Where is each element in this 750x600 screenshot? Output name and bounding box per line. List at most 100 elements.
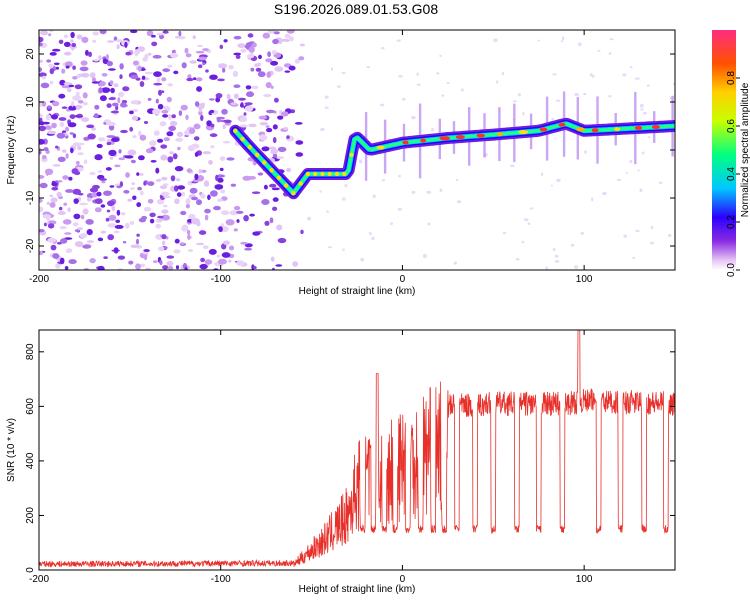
noise-blob: [366, 66, 371, 69]
y-tick-label: 200: [25, 507, 36, 524]
noise-blob: [101, 87, 111, 93]
noise-blob: [161, 176, 168, 181]
noise-blob: [238, 97, 246, 101]
noise-blob: [175, 137, 183, 142]
noise-blob: [202, 48, 210, 52]
noise-blob: [48, 63, 54, 69]
noise-blob: [416, 72, 419, 77]
noise-blob: [76, 34, 83, 40]
noise-blob: [72, 95, 82, 101]
ridge-hotspot: [455, 135, 465, 140]
noise-blob: [240, 241, 249, 245]
noise-blob: [145, 267, 151, 270]
noise-blob: [247, 33, 254, 38]
noise-blob: [170, 52, 179, 59]
noise-blob: [72, 133, 77, 139]
noise-blob: [87, 133, 96, 140]
noise-blob: [156, 32, 163, 36]
noise-blob: [79, 66, 89, 72]
noise-blob: [129, 110, 134, 115]
noise-blob: [202, 151, 211, 155]
noise-blob: [134, 49, 141, 55]
ridge-bead: [283, 183, 289, 188]
noise-blob: [40, 82, 50, 89]
noise-blob: [244, 247, 253, 251]
noise-blob: [49, 30, 54, 33]
noise-blob: [108, 97, 115, 101]
noise-blob: [196, 242, 205, 246]
noise-blob: [185, 53, 192, 58]
noise-blob: [93, 59, 99, 62]
noise-blob: [109, 185, 115, 188]
noise-blob: [277, 40, 283, 44]
noise-blob: [284, 33, 291, 39]
ridge-bead: [327, 171, 332, 177]
noise-blob: [153, 260, 158, 263]
noise-blob: [39, 59, 44, 64]
noise-blob: [153, 71, 162, 77]
noise-blob: [181, 224, 189, 231]
noise-blob: [181, 191, 186, 197]
noise-blob: [269, 217, 274, 224]
noise-blob: [295, 140, 304, 145]
noise-blob: [187, 74, 192, 79]
noise-blob: [398, 174, 401, 178]
noise-blob: [147, 181, 155, 187]
noise-blob: [623, 234, 628, 238]
noise-blob: [129, 221, 135, 225]
noise-blob: [49, 68, 54, 75]
noise-blob: [119, 181, 123, 188]
y-tick-label: -20: [25, 238, 36, 253]
noise-blob: [186, 229, 191, 235]
noise-blob: [114, 224, 124, 229]
noise-blob: [249, 213, 255, 217]
noise-blob: [236, 210, 244, 214]
noise-blob: [261, 146, 270, 152]
noise-blob: [117, 97, 121, 104]
noise-blob: [103, 256, 108, 259]
noise-blob: [123, 190, 130, 194]
noise-blob: [65, 248, 73, 253]
noise-blob: [187, 249, 194, 252]
noise-blob: [99, 30, 107, 35]
ridge-hotspot: [539, 127, 548, 132]
noise-blob: [98, 87, 103, 94]
noise-blob: [156, 178, 162, 182]
noise-blob: [39, 42, 43, 47]
colorbar-tick-label: 0.0: [726, 263, 737, 277]
noise-blob: [124, 41, 128, 48]
noise-blob: [119, 63, 124, 70]
noise-blob: [210, 145, 215, 149]
noise-blob: [107, 40, 115, 43]
noise-blob: [228, 259, 232, 263]
noise-blob: [67, 122, 77, 128]
noise-blob: [274, 66, 284, 72]
noise-blob: [88, 51, 92, 57]
noise-blob: [56, 132, 66, 139]
noise-blob: [160, 144, 168, 149]
noise-blob: [219, 44, 223, 50]
top-y-axis: -20 -10 0 10 20: [25, 48, 675, 253]
noise-blob: [277, 237, 287, 244]
noise-blob: [61, 106, 68, 109]
noise-blob: [396, 39, 401, 42]
ridge-hotspot: [497, 132, 503, 137]
noise-blob: [288, 65, 296, 71]
noise-blob: [522, 111, 525, 116]
noise-blob: [561, 36, 565, 41]
y-tick-label: -10: [25, 190, 36, 205]
noise-blob: [271, 50, 277, 55]
noise-blob: [493, 38, 498, 43]
y-tick-label: 0: [25, 567, 36, 573]
noise-blob: [221, 108, 228, 115]
noise-blob: [89, 171, 96, 176]
noise-blob: [455, 178, 459, 182]
noise-blob: [39, 206, 44, 213]
noise-blob: [65, 126, 69, 132]
noise-blob: [637, 169, 640, 172]
noise-blob: [230, 102, 238, 106]
noise-blob: [253, 266, 257, 270]
noise-blob: [216, 254, 221, 258]
noise-blob: [251, 85, 259, 90]
noise-blob: [294, 122, 303, 125]
